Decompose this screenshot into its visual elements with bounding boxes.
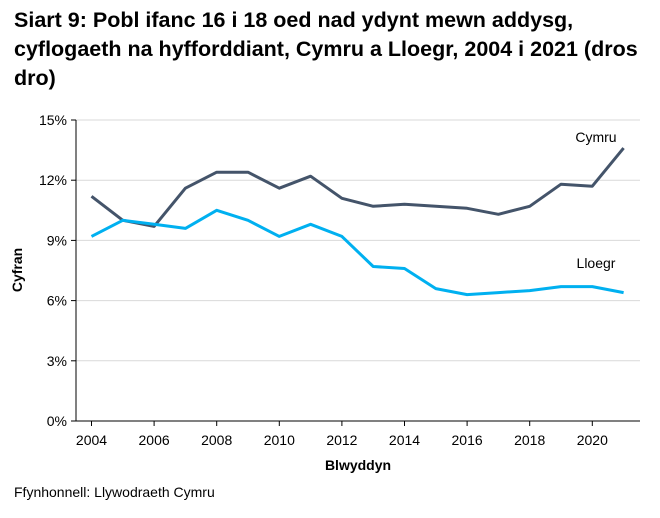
- source-note: Ffynhonnell: Llywodraeth Cymru: [14, 484, 215, 500]
- x-tick-label: 2006: [139, 432, 170, 448]
- x-tick-label: 2020: [577, 432, 608, 448]
- x-tick-label: 2014: [389, 432, 420, 448]
- x-tick-label: 2004: [76, 432, 107, 448]
- chart-title: Siart 9: Pobl ifanc 16 i 18 oed nad ydyn…: [14, 8, 638, 90]
- y-tick-label: 6%: [47, 293, 67, 309]
- y-tick-label: 15%: [39, 112, 67, 128]
- y-tick-label: 9%: [47, 232, 67, 248]
- series-line-cymru: [90, 147, 625, 228]
- x-tick-label: 2010: [264, 432, 295, 448]
- x-tick-label: 2012: [326, 432, 357, 448]
- y-tick-label: 3%: [47, 353, 67, 369]
- x-tick-label: 2008: [201, 432, 232, 448]
- x-axis-label: Blwyddyn: [325, 457, 391, 473]
- series-label-lloegr: Lloegr: [577, 255, 616, 271]
- x-tick-label: 2016: [452, 432, 483, 448]
- y-axis-label: Cyfran: [9, 248, 25, 292]
- y-tick-label: 12%: [39, 172, 67, 188]
- x-tick-label: 2018: [514, 432, 545, 448]
- series-line-lloegr: [90, 208, 624, 297]
- series-label-cymru: Cymru: [575, 129, 616, 145]
- y-tick-label: 0%: [47, 413, 67, 429]
